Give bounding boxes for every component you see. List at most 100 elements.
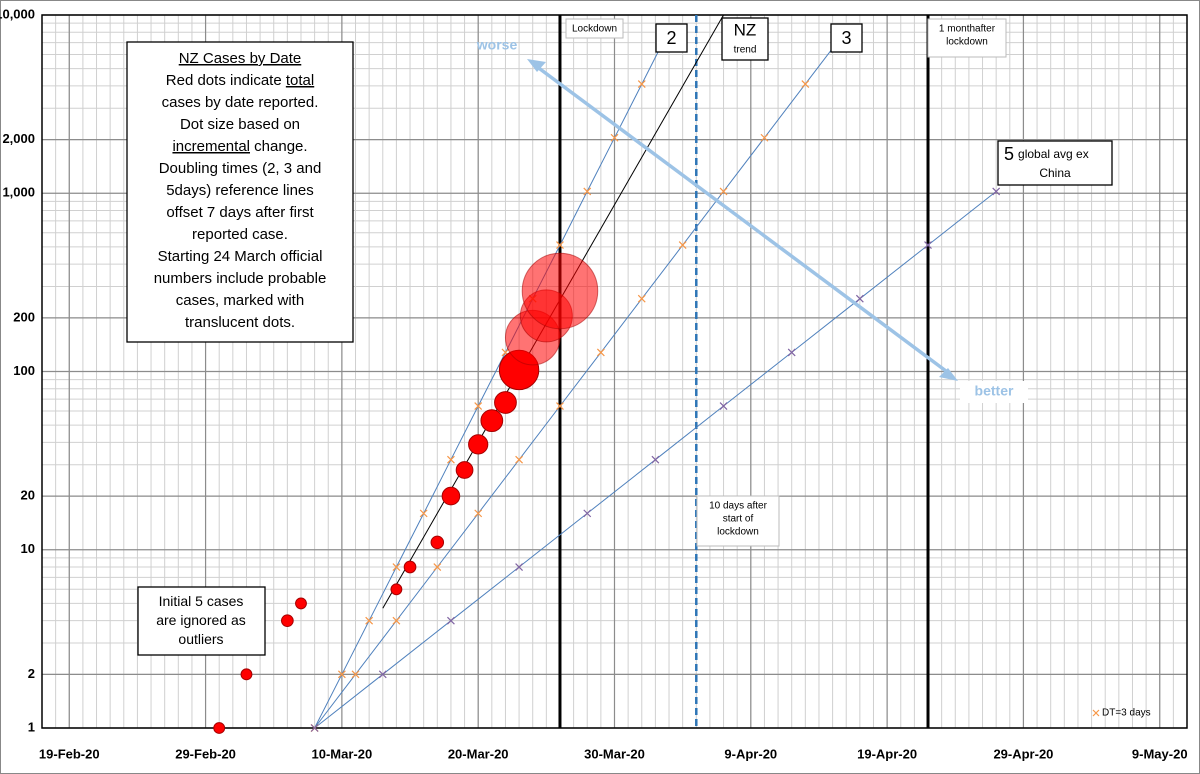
case-dot <box>213 722 226 734</box>
arrow-head <box>527 59 546 72</box>
vertical-line-label: Lockdown <box>572 24 617 35</box>
x-tick-label: 29-Feb-20 <box>175 746 236 761</box>
note-text: outliers <box>178 631 223 647</box>
series-label: 5 global avg ex <box>1004 144 1089 164</box>
series-label-name: 5 <box>1004 144 1014 164</box>
note-box <box>137 586 266 656</box>
reference-marker <box>583 509 592 518</box>
reference-marker <box>596 348 605 357</box>
reference-marker <box>474 509 483 518</box>
legend-label: DT=3 days <box>1102 708 1151 719</box>
reference-marker <box>515 563 524 571</box>
note-text: reported case. <box>192 226 288 243</box>
reference-marker <box>337 670 346 679</box>
y-tick-label: 100 <box>13 363 35 378</box>
note-line: reported case. <box>192 226 288 243</box>
reference-marker <box>992 187 1001 196</box>
y-tick-label: 1 <box>28 719 35 734</box>
x-tick-label: 10-Mar-20 <box>312 746 373 761</box>
note-line: outliers <box>178 631 223 647</box>
reference-marker <box>719 402 728 410</box>
case-dot <box>441 486 461 506</box>
series-label-sub: global avg ex <box>1018 147 1089 161</box>
series-label-sub: China <box>1039 166 1071 180</box>
series-label-name: NZ <box>734 20 757 39</box>
vertical-line-label: lockdown <box>946 37 988 48</box>
series-label: 3 <box>841 28 851 48</box>
note-line: translucent dots. <box>185 314 295 331</box>
series-label: 2 <box>666 28 676 48</box>
y-tick-label: 1,000 <box>2 185 35 200</box>
case-dot <box>281 614 294 628</box>
note-text: total <box>286 72 314 89</box>
reference-marker <box>651 455 660 464</box>
reference-marker <box>583 187 592 196</box>
case-dot <box>468 434 489 455</box>
note-text: NZ Cases by Date <box>179 50 302 67</box>
vertical-line-label-box <box>696 495 780 547</box>
vertical-line-label: start of <box>723 514 754 525</box>
reference-marker <box>556 402 564 410</box>
reference-marker <box>637 294 646 303</box>
note-line: NZ Cases by Date <box>179 50 302 67</box>
reference-marker <box>447 455 455 464</box>
reference-marker <box>310 724 319 732</box>
note-line: cases, marked with <box>176 292 304 309</box>
series-label-sub: trend <box>734 45 757 56</box>
note-text: 5days) reference lines <box>166 182 314 199</box>
note-text: translucent dots. <box>185 314 295 331</box>
reference-marker <box>924 241 932 249</box>
reference-marker <box>392 563 401 571</box>
note-text: cases, marked with <box>176 292 304 309</box>
note-text: numbers include probable <box>154 270 327 287</box>
x-tick-label: 20-Mar-20 <box>448 746 509 761</box>
reference-marker <box>378 670 387 679</box>
series-label-box <box>655 23 688 53</box>
case-dot <box>240 668 253 681</box>
note-line: Initial 5 cases <box>159 593 244 609</box>
note-line: numbers include probable <box>154 270 327 287</box>
note-line: offset 7 days after first <box>166 204 314 221</box>
reference-marker <box>433 563 442 571</box>
case-dot <box>403 560 417 574</box>
reference-marker <box>801 80 810 89</box>
reference-marker <box>787 348 796 357</box>
vertical-line-label: lockdown <box>717 527 759 538</box>
y-tick-label: 10,000 <box>0 6 35 21</box>
note-line: 5days) reference lines <box>166 182 314 199</box>
y-tick-label: 2 <box>28 666 35 681</box>
note-line: Starting 24 March official <box>158 248 323 265</box>
direction-label-bg <box>960 381 1028 403</box>
note-text: change. <box>250 138 308 155</box>
reference-marker <box>515 455 524 464</box>
case-dot <box>430 535 445 550</box>
reference-marker <box>474 402 483 410</box>
plot-frame <box>41 14 1188 729</box>
direction-label: better <box>975 383 1014 399</box>
legend-marker <box>1092 709 1100 717</box>
reference-marker <box>719 187 728 196</box>
note-line: Red dots indicate total <box>166 72 314 89</box>
x-tick-label: 29-Apr-20 <box>993 746 1053 761</box>
y-tick-label: 20 <box>21 488 35 503</box>
case-dot <box>295 597 307 610</box>
case-dot <box>494 391 517 414</box>
reference-line <box>314 30 847 729</box>
annotations: Lockdown 10 days after start of lockdown 1 m… <box>126 17 1151 719</box>
note-text: Initial 5 cases <box>159 593 244 609</box>
note-text: cases by date reported. <box>162 94 319 111</box>
case-dot <box>480 409 504 433</box>
y-tick-label: 10 <box>21 541 35 556</box>
plot <box>213 14 1001 734</box>
reference-marker <box>610 133 619 142</box>
y-tick-label: 200 <box>13 309 35 324</box>
note-line: are ignored as <box>156 612 246 628</box>
x-tick-label: 19-Feb-20 <box>39 746 100 761</box>
note-text: are ignored as <box>156 612 246 628</box>
reference-marker <box>760 133 769 142</box>
x-tick-label: 30-Mar-20 <box>584 746 645 761</box>
note-text: Red dots indicate <box>166 72 286 89</box>
reference-marker <box>419 509 428 518</box>
